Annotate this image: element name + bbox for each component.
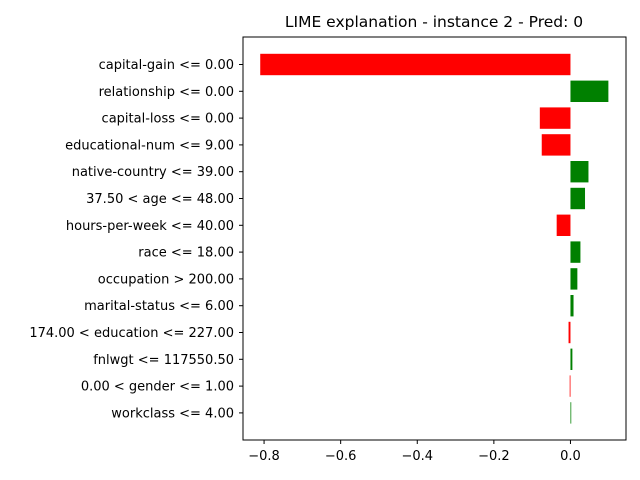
- bar-7: [570, 241, 581, 263]
- y-tick-label: occupation > 200.00: [98, 272, 234, 287]
- bars-group: [260, 53, 609, 424]
- x-axis-ticks: −0.8 −0.6 −0.4 −0.2 0.0: [248, 440, 581, 464]
- x-tick-label: −0.2: [478, 449, 510, 464]
- bar-11: [570, 348, 573, 370]
- chart-title: LIME explanation - instance 2 - Pred: 0: [285, 13, 583, 31]
- bar-5: [570, 187, 586, 210]
- bar-12: [569, 375, 571, 397]
- y-tick-label: fnlwgt <= 117550.50: [93, 353, 234, 368]
- bar-4: [570, 161, 589, 183]
- y-tick-label: capital-gain <= 0.00: [99, 58, 234, 73]
- plot-area-frame: [242, 36, 627, 441]
- y-tick-label: race <= 18.00: [138, 246, 234, 261]
- y-tick-label: marital-status <= 6.00: [84, 299, 234, 314]
- bar-10: [568, 321, 571, 344]
- y-tick-label: relationship <= 0.00: [99, 85, 234, 100]
- bar-6: [556, 214, 571, 236]
- y-tick-label: 0.00 < gender <= 1.00: [81, 380, 234, 395]
- bar-3: [541, 134, 571, 156]
- bar-0: [260, 53, 571, 76]
- x-tick-label: −0.4: [401, 449, 433, 464]
- y-tick-label: capital-loss <= 0.00: [102, 112, 234, 127]
- y-tick-label: hours-per-week <= 40.00: [66, 219, 234, 234]
- y-tick-label: workclass <= 4.00: [111, 406, 234, 421]
- bar-9: [570, 295, 574, 317]
- bar-1: [570, 80, 609, 102]
- y-axis-ticks: capital-gain <= 0.00 relationship <= 0.00…: [29, 58, 243, 421]
- bar-8: [570, 268, 578, 290]
- bar-13: [570, 402, 572, 424]
- y-tick-label: 37.50 < age <= 48.00: [86, 192, 234, 207]
- y-tick-label: native-country <= 39.00: [72, 165, 234, 180]
- x-tick-label: −0.8: [248, 449, 280, 464]
- y-tick-label: 174.00 < education <= 227.00: [29, 326, 234, 341]
- x-tick-label: −0.6: [325, 449, 357, 464]
- x-tick-label: 0.0: [560, 449, 581, 464]
- y-tick-label: educational-num <= 9.00: [65, 138, 234, 153]
- bar-2: [539, 107, 571, 129]
